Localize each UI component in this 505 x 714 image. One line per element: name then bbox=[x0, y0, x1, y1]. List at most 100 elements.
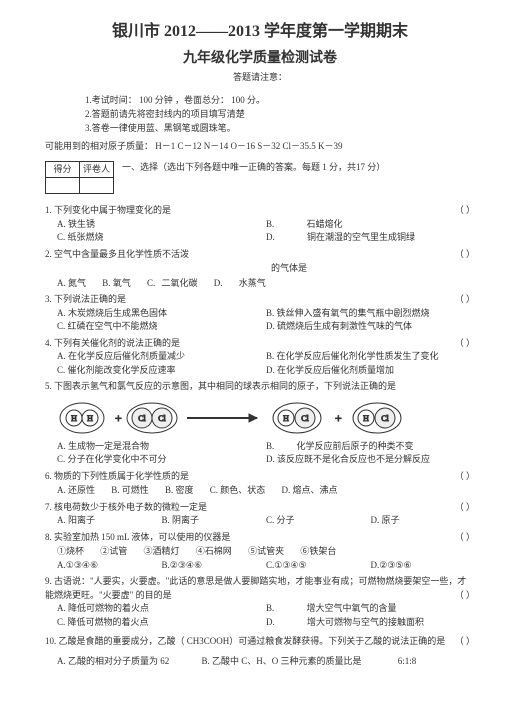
q10: 10. 乙酸是食醋的重要成分，乙酸（ CH3COOH）可通过粮食发酵获得。下列关… bbox=[45, 635, 475, 649]
q1-stem: 1. 下列变化中属于物理变化的是 bbox=[45, 205, 171, 215]
q8-i4: ④石棉网 bbox=[196, 545, 232, 559]
answer-paren: （ ） bbox=[455, 470, 475, 484]
answer-paren: （ ） bbox=[455, 635, 475, 649]
q8-i6: ⑥铁架台 bbox=[300, 545, 336, 559]
q4-d: D. 在化学反应后催化剂质量增加 bbox=[266, 364, 475, 378]
score-blank bbox=[46, 178, 80, 194]
q8-stem: 8. 实验室加热 150 mL 液体，可以使用的仪器是 bbox=[45, 532, 230, 542]
q4-opts: A. 在化学反应后催化剂质量减少B. 在化学反应后催化剂化学性质发生了变化 C.… bbox=[57, 350, 475, 377]
q10-stem: 10. 乙酸是食醋的重要成分，乙酸（ CH3COOH）可通过粮食发酵获得。下列关… bbox=[45, 636, 445, 646]
q5-b: B. bbox=[266, 441, 274, 451]
q8: 8. 实验室加热 150 mL 液体，可以使用的仪器是 （ ） bbox=[45, 531, 475, 545]
svg-text:+: + bbox=[115, 411, 122, 425]
q9: 9. 古语说："人要实，火要虚。"此话的意思是做人要脚踏实地，才能事业有成；可燃… bbox=[45, 575, 475, 602]
answer-paren: （ ） bbox=[455, 501, 475, 515]
q6-b: B. 可燃性 bbox=[111, 484, 149, 498]
q2-d: D. bbox=[214, 277, 223, 291]
q7-c: C. 分子 bbox=[266, 514, 371, 528]
q2-stem: 2. 空气中含量最多且化学性质不活泼 bbox=[45, 249, 189, 259]
q7-b: B. 阴离子 bbox=[162, 514, 267, 528]
q9-a: A. 降低可燃物的着火点 bbox=[57, 602, 266, 616]
subtitle: 答题请注意： bbox=[45, 71, 475, 85]
q7-a: A. 阳离子 bbox=[57, 514, 162, 528]
answer-paren: （ ） bbox=[455, 337, 475, 351]
q2-c: C. bbox=[147, 277, 155, 291]
q2: 2. 空气中含量最多且化学性质不活泼 （ ） bbox=[45, 248, 475, 262]
score-section-row: 得分评卷人 一、选择（选出下列各题中唯一正确的答案。每题 1 分，共17 分） bbox=[45, 161, 475, 194]
q8-i2: ②试管 bbox=[100, 545, 127, 559]
q3: 3. 下列说法正确的是（ ） bbox=[45, 293, 475, 307]
q1-a: A. 铁生锈 bbox=[57, 218, 266, 232]
q8-items: ①烧杯 ②试管 ③酒精灯 ④石棉网 ⑤试管夹 ⑥铁架台 bbox=[57, 545, 475, 559]
q3-d: D. 硫燃烧后生成有刺激性气味的气体 bbox=[266, 320, 475, 334]
q4-stem: 4. 下列有关催化剂的说法正确的是 bbox=[45, 338, 180, 348]
q5-stem: 5. 下图表示氢气和氯气反应的示意图，其中相同的球表示相同的原子，下列说法正确的… bbox=[45, 381, 396, 391]
q6-e: D. 熔点、沸点 bbox=[282, 484, 338, 498]
q4-c: C. 催化剂能改变化学反应速率 bbox=[57, 364, 266, 378]
grader-cell: 评卷人 bbox=[80, 162, 114, 178]
q1-b2: 石蜡熔化 bbox=[307, 219, 343, 229]
q5-c: C. 分子在化学变化中不可分 bbox=[57, 453, 266, 467]
q6-opts: A. 还原性 B. 可燃性 B. 密度 C. 颜色、状态 D. 熔点、沸点 bbox=[57, 484, 475, 498]
q9-d: D. bbox=[266, 617, 275, 627]
answer-paren: （ ） bbox=[455, 248, 475, 262]
q1-d2: 铜在潮湿的空气里生成铜绿 bbox=[307, 232, 415, 242]
inst-3: 3.答卷一律使用蓝、黑钢笔或圆珠笔。 bbox=[85, 121, 475, 135]
svg-text:H: H bbox=[87, 414, 93, 423]
svg-text:H: H bbox=[283, 414, 289, 423]
instructions: 1.考试时间： 100 分钟 ，卷面总分： 100 分。 2.答题前请先将密封线… bbox=[85, 93, 475, 136]
q8-i5: ⑤试管夹 bbox=[248, 545, 284, 559]
answer-paren: （ ） bbox=[455, 589, 475, 603]
page-title-1: 银川市 2012——2013 学年度第一学期期末 bbox=[45, 20, 475, 44]
svg-text:Cl: Cl bbox=[158, 414, 166, 423]
q7: 7. 核电荷数少于核外电子数的微粒一定是（ ） bbox=[45, 501, 475, 515]
q9-c: C. 降低可燃物的着火点 bbox=[57, 616, 266, 630]
q1: 1. 下列变化中属于物理变化的是（ ） bbox=[45, 204, 475, 218]
q8-b: B.②③④⑥ bbox=[162, 559, 267, 573]
svg-text:+: + bbox=[335, 411, 342, 425]
q2-opts: 的气体是 bbox=[57, 262, 475, 276]
score-table: 得分评卷人 bbox=[45, 161, 114, 194]
answer-paren: （ ） bbox=[455, 531, 475, 545]
q5-b2: 化学反应前后原子的种类不变 bbox=[297, 441, 414, 451]
q1-d: D. bbox=[266, 232, 275, 242]
q3-a: A. 木炭燃烧后生成黑色固体 bbox=[57, 307, 266, 321]
q10-opts: A. 乙酸的相对分子质量为 62 B. 乙酸中 C、H、O 三种元素的质量比是 … bbox=[57, 655, 475, 669]
section-1-title: 一、选择（选出下列各题中唯一正确的答案。每题 1 分，共17 分） bbox=[122, 161, 475, 175]
q4: 4. 下列有关催化剂的说法正确的是 （ ） bbox=[45, 337, 475, 351]
q7-d: D. 原子 bbox=[371, 514, 476, 528]
grader-blank bbox=[80, 178, 114, 194]
q6-stem: 6. 物质的下列性质属于化学性质的是 bbox=[45, 471, 189, 481]
q9-b2: 增大空气中氧气的含量 bbox=[307, 603, 397, 613]
q3-stem: 3. 下列说法正确的是 bbox=[45, 294, 126, 304]
q1-b: B. bbox=[266, 219, 274, 229]
q8-i3: ③酒精灯 bbox=[144, 545, 180, 559]
score-cell: 得分 bbox=[46, 162, 80, 178]
q3-c: C. 红磷在空气中不能燃烧 bbox=[57, 320, 266, 334]
q10-a: A. 乙酸的相对分子质量为 62 bbox=[57, 655, 169, 669]
q8-d: D.②③⑤⑥ bbox=[371, 559, 476, 573]
q2-d2: 水蒸气 bbox=[239, 277, 266, 291]
q6-d: C. 颜色、状态 bbox=[210, 484, 266, 498]
page-title-2: 九年级化学质量检测试卷 bbox=[45, 48, 475, 69]
q10-b2: 6:1:8 bbox=[398, 655, 417, 669]
q2-c2: 二氧化碳 bbox=[162, 277, 198, 291]
q7-opts: A. 阳离子 B. 阴离子 C. 分子 D. 原子 bbox=[57, 514, 475, 528]
q8-opts: A.①③④⑥ B.②③④⑥ C.①③④⑤ D.②③⑤⑥ bbox=[57, 559, 475, 573]
q6-c: B. 密度 bbox=[165, 484, 194, 498]
svg-text:Cl: Cl bbox=[138, 414, 146, 423]
q4-a: A. 在化学反应后催化剂质量减少 bbox=[57, 350, 266, 364]
q3-b: B. 铁丝伸入盛有氧气的集气瓶中剧烈燃烧 bbox=[266, 307, 475, 321]
q2-opts2: A. 氮气 B. 氧气 C. 二氧化碳 D. 水蒸气 bbox=[57, 277, 475, 291]
svg-text:H: H bbox=[363, 414, 369, 423]
q2-b: B. 氧气 bbox=[102, 277, 131, 291]
q8-c: C.①③④⑤ bbox=[266, 559, 371, 573]
svg-text:Cl: Cl bbox=[301, 414, 309, 423]
svg-text:Cl: Cl bbox=[381, 414, 389, 423]
q3-opts: A. 木炭燃烧后生成黑色固体B. 铁丝伸入盛有氧气的集气瓶中剧烈燃烧 C. 红磷… bbox=[57, 307, 475, 334]
inst-2: 2.答题前请先将密封线内的项目填写清楚 bbox=[85, 107, 475, 121]
q9-d2: 增大可燃物与空气的接触面积 bbox=[307, 617, 424, 627]
q10-b: B. 乙酸中 C、H、O 三种元素的质量比是 bbox=[202, 655, 362, 669]
q5-opts: A. 生成物一定是混合物 B. 化学反应前后原子的种类不变 C. 分子在化学变化… bbox=[57, 440, 475, 467]
q6-a: A. 还原性 bbox=[57, 484, 95, 498]
